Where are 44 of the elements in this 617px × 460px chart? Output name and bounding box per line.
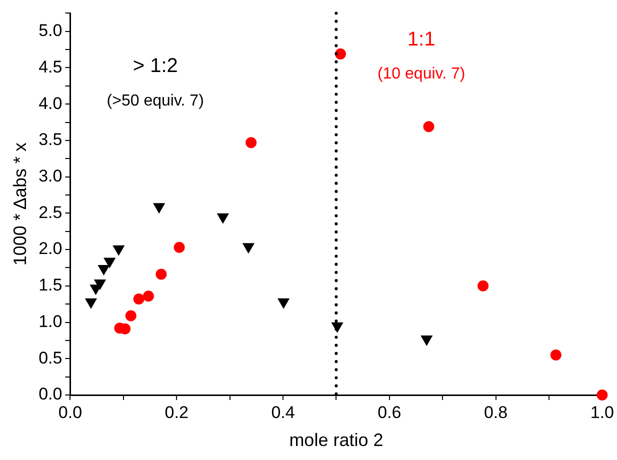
- annotation: (>50 equiv. 7): [106, 92, 204, 110]
- point: [596, 390, 608, 400]
- x-axis-title: mole ratio 2: [289, 430, 384, 450]
- point: [125, 310, 136, 322]
- point: [420, 336, 433, 346]
- y-tick-label: 3.5: [38, 130, 62, 150]
- point: [478, 280, 489, 292]
- point: [112, 245, 125, 256]
- point: [153, 203, 166, 214]
- point: [242, 243, 254, 254]
- point: [277, 298, 290, 309]
- point: [423, 121, 434, 132]
- point: [94, 280, 106, 290]
- point: [142, 290, 154, 302]
- x-tick-label: 0.4: [271, 402, 295, 422]
- point: [246, 137, 257, 148]
- y-tick-label: 5.0: [38, 21, 62, 40]
- y-tick-label: 0.0: [38, 384, 62, 404]
- x-tick-label: 0.8: [484, 402, 508, 422]
- x-tick-label: 0.6: [378, 402, 402, 422]
- annotation: > 1:2: [132, 55, 178, 78]
- y-tick-label: 4.5: [38, 57, 62, 76]
- point: [84, 298, 98, 309]
- point: [104, 258, 116, 268]
- annotation: (10 equiv. 7): [377, 66, 466, 83]
- point: [550, 350, 562, 360]
- y-tick-label: 4.0: [38, 94, 62, 113]
- x-tick-label: 0.2: [164, 402, 188, 422]
- point: [174, 242, 185, 253]
- y-tick-label: 3.0: [38, 166, 62, 186]
- point: [156, 268, 167, 280]
- x-tick-label: 1.0: [590, 402, 614, 422]
- annotation: 1:1: [407, 28, 436, 50]
- y-axis-title: 1000 * Δabs * x: [10, 142, 30, 266]
- y-tick-label: 1.5: [38, 276, 62, 295]
- point: [98, 264, 110, 276]
- y-tick-label: 2.5: [38, 202, 62, 222]
- point: [216, 213, 229, 224]
- x-tick-label: 0.0: [58, 402, 82, 422]
- y-tick-label: 2.0: [38, 239, 62, 258]
- point: [334, 48, 346, 60]
- point: [133, 294, 144, 305]
- y-tick-label: 0.5: [38, 348, 62, 368]
- y-tick-label: 1.0: [38, 312, 62, 331]
